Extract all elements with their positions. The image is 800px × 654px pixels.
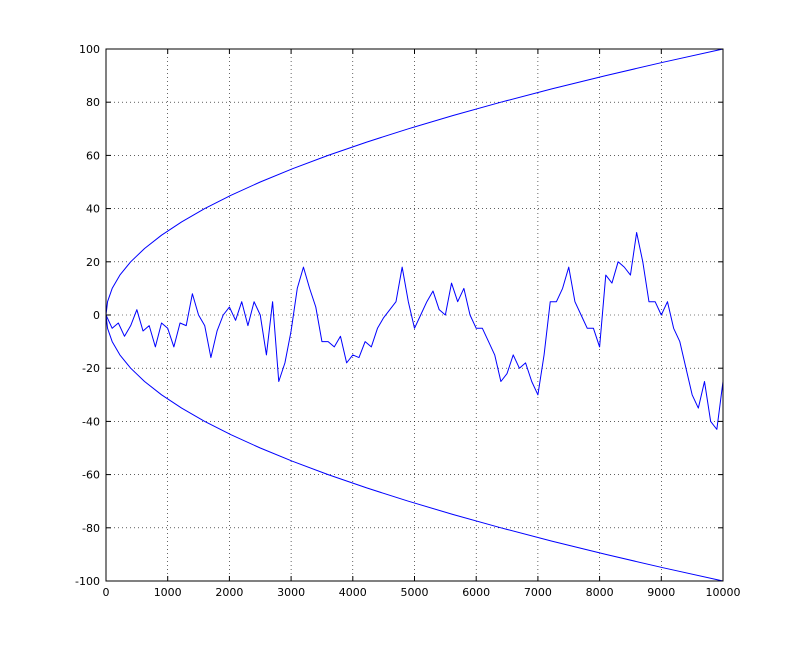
x-tick-label: 9000: [647, 586, 675, 599]
x-tick-label: 6000: [462, 586, 490, 599]
lower-envelope-line: [105, 314, 724, 582]
x-tick-label: 7000: [524, 586, 552, 599]
y-tick-label: 40: [86, 203, 100, 216]
x-tick-label: 4000: [339, 586, 367, 599]
y-tick-label: 80: [86, 96, 100, 109]
y-tick-label: -40: [82, 415, 100, 428]
grid-lines: [106, 49, 723, 581]
axis-ticks: [105, 48, 724, 582]
y-tick-label: -100: [75, 575, 100, 588]
y-tick-label: -80: [82, 522, 100, 535]
y-tick-label: -20: [82, 362, 100, 375]
y-tick-label: 100: [79, 43, 100, 56]
x-tick-label: 2000: [215, 586, 243, 599]
random-walk-line: [105, 232, 724, 430]
tick-labels: 0 1000 2000 3000 4000 5000 6000 7000 8000 9000 100…: [75, 43, 740, 599]
y-tick-label: 60: [86, 149, 100, 162]
y-tick-label: 0: [93, 309, 100, 322]
upper-envelope-line: [105, 48, 724, 316]
x-tick-label: 8000: [586, 586, 614, 599]
series-group: [105, 48, 724, 582]
x-tick-label: 0: [103, 586, 110, 599]
x-tick-label: 3000: [277, 586, 305, 599]
x-tick-label: 1000: [154, 586, 182, 599]
x-tick-label: 10000: [706, 586, 741, 599]
y-tick-label: -60: [82, 469, 100, 482]
y-tick-label: 20: [86, 256, 100, 269]
x-tick-label: 5000: [401, 586, 429, 599]
